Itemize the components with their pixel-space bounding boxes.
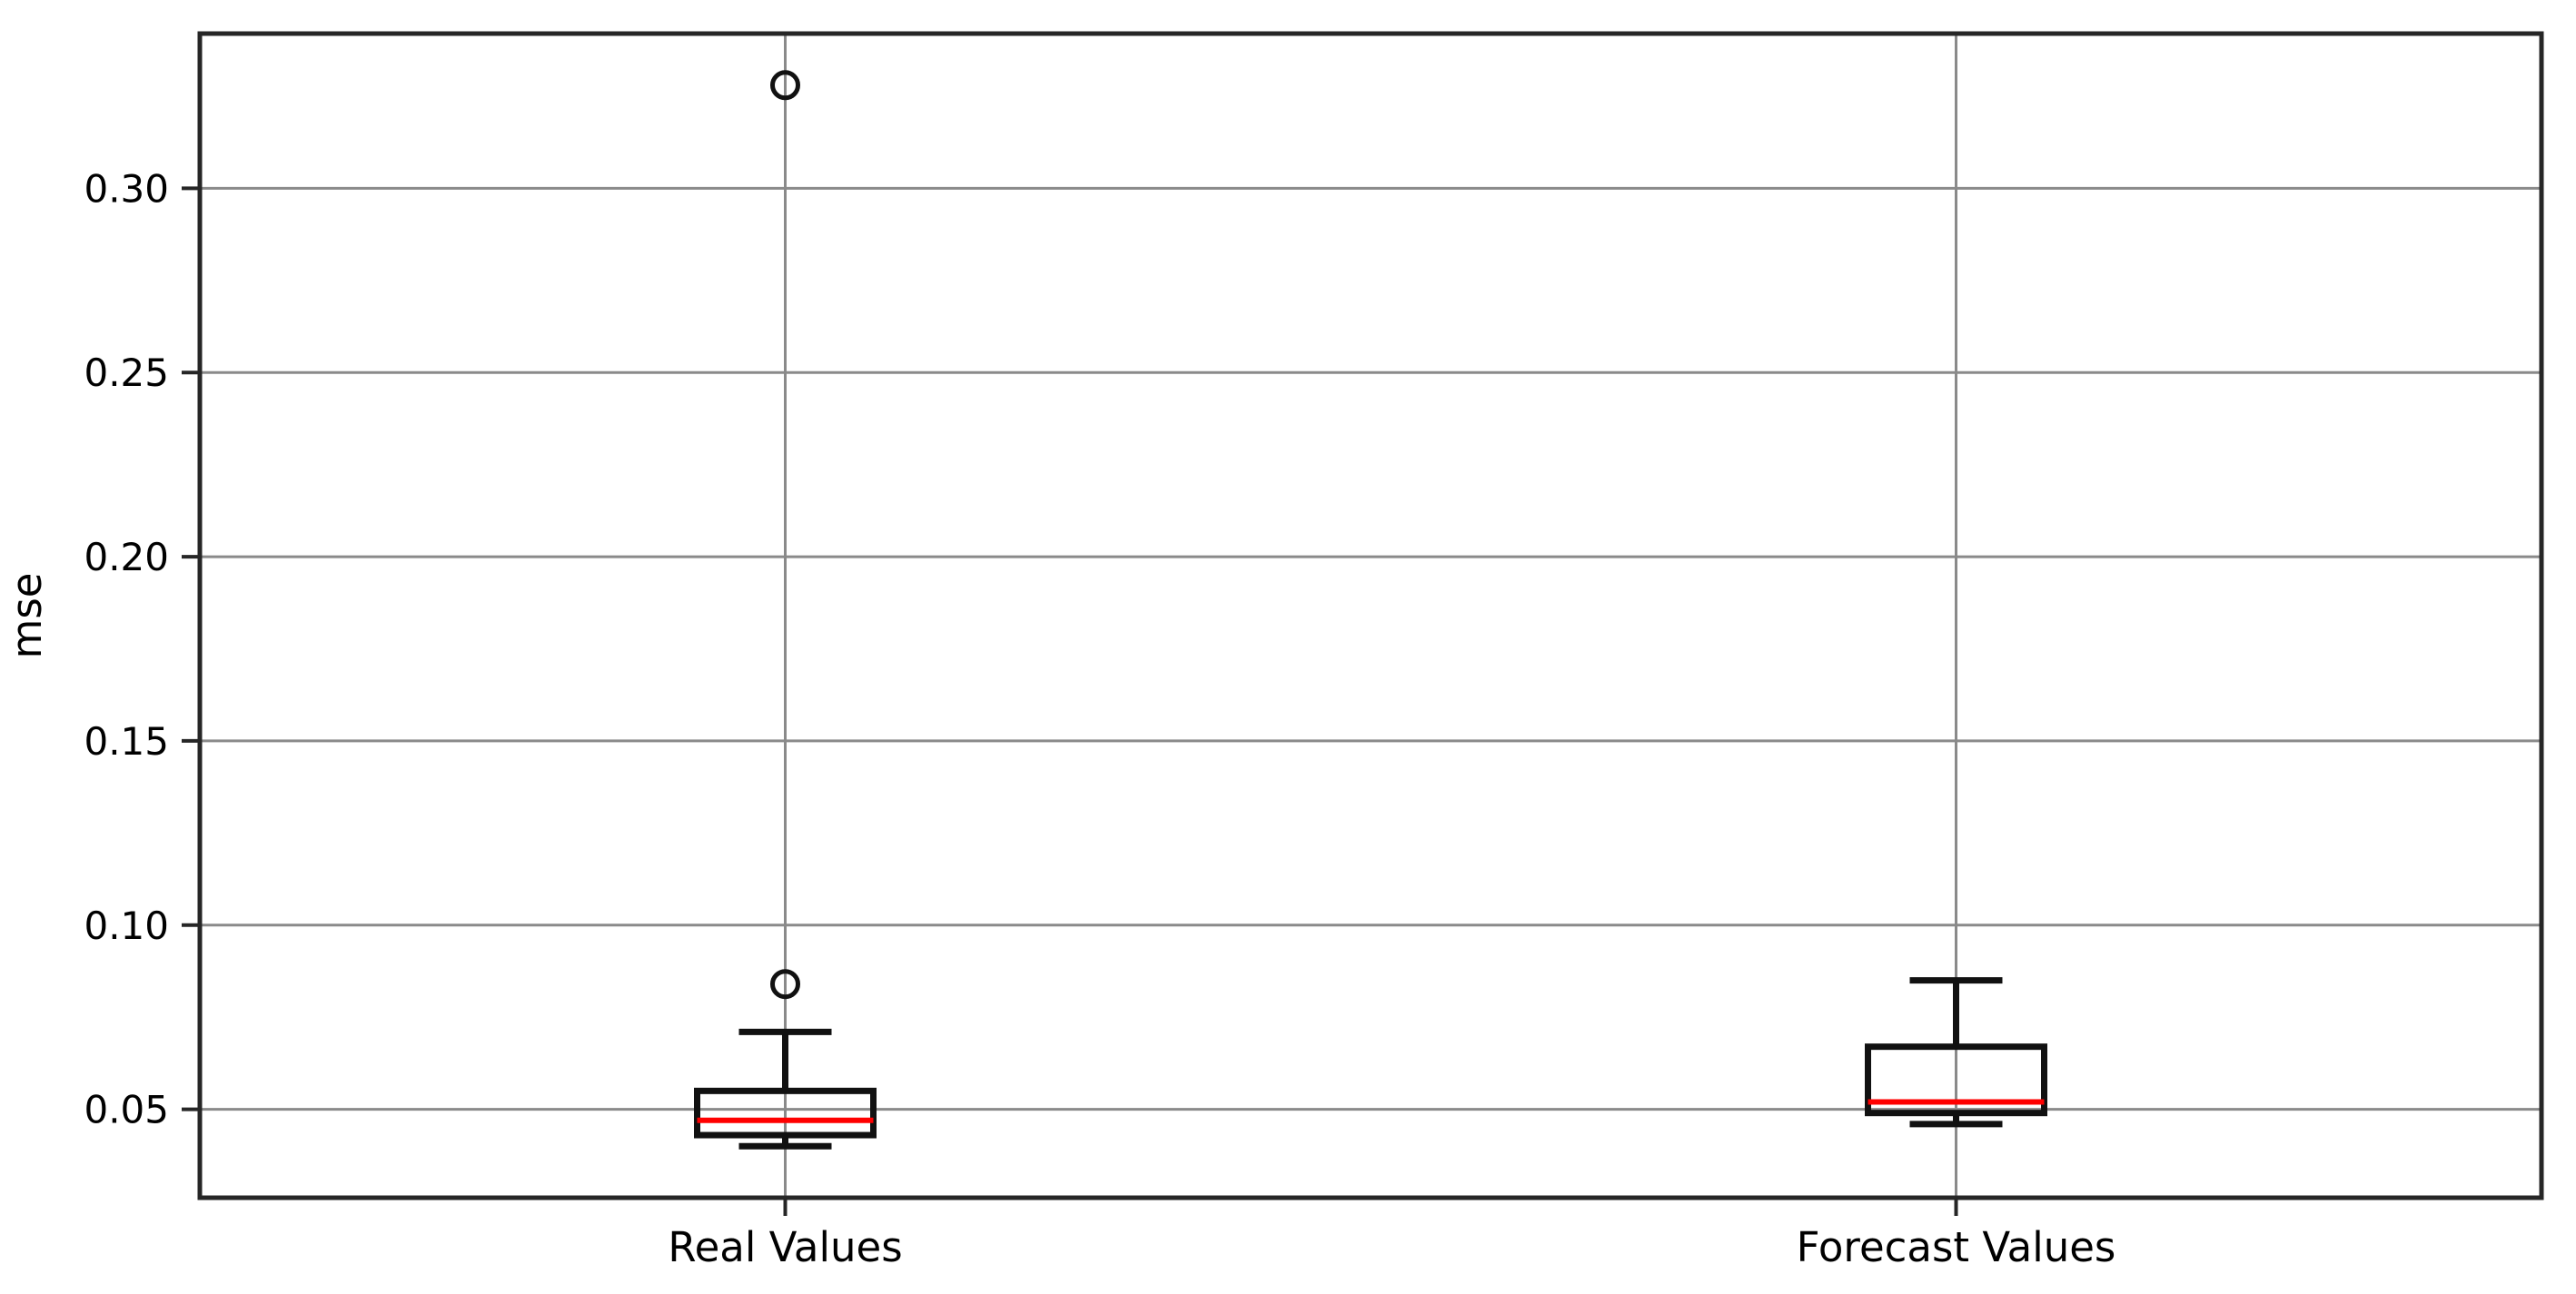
y-axis-label: mse: [3, 573, 51, 659]
plot-background: [200, 34, 2541, 1198]
y-tick-label: 0.25: [84, 351, 169, 395]
y-tick-label: 0.30: [84, 166, 169, 211]
boxplot-box: [694, 1087, 877, 1139]
boxplot-box: [1865, 1043, 2047, 1117]
y-tick-label: 0.15: [84, 719, 169, 764]
y-tick-label: 0.05: [84, 1088, 169, 1132]
outlier-point: [770, 969, 800, 1000]
outlier-point: [770, 70, 800, 101]
axes-border: [197, 31, 2544, 1200]
x-tick-label: Real Values: [668, 1223, 902, 1271]
x-tick-label: Forecast Values: [1797, 1223, 2116, 1271]
y-tick-label: 0.20: [84, 535, 169, 579]
y-tick-label: 0.10: [84, 904, 169, 948]
